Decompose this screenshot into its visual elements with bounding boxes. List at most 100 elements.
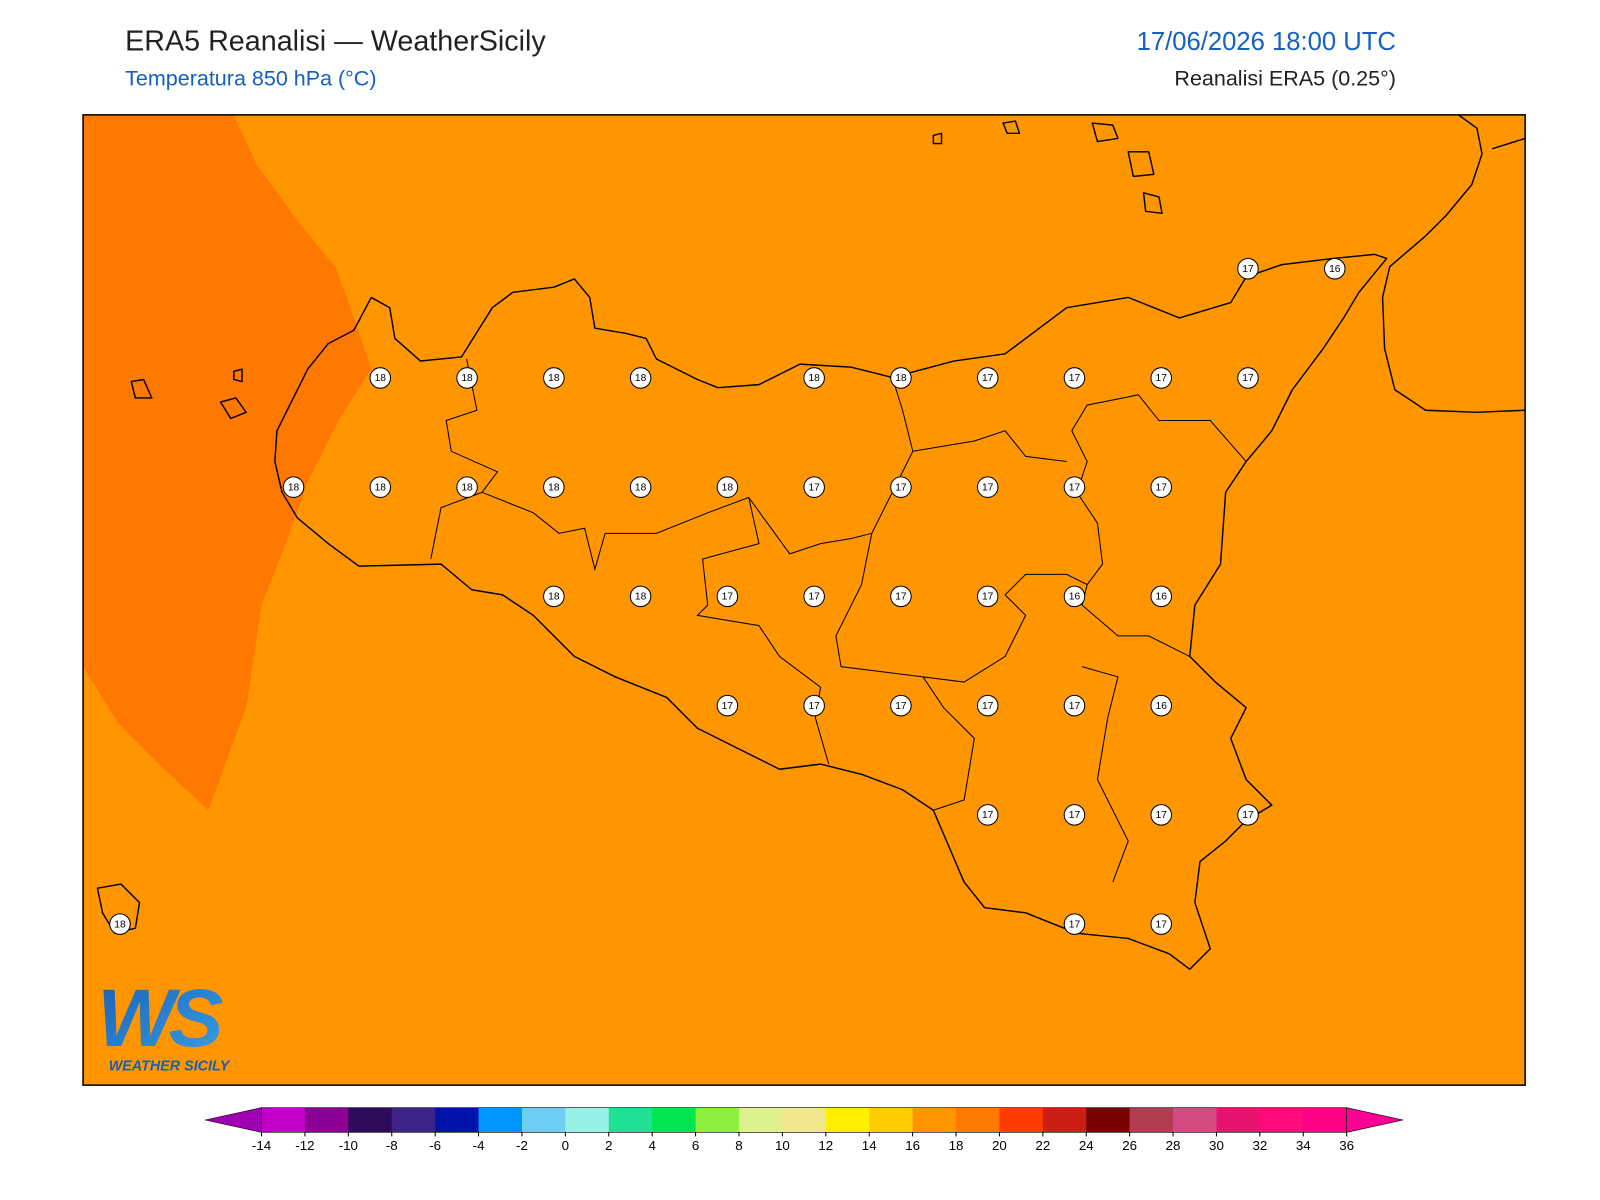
- value-label: 17: [1069, 919, 1081, 930]
- colorbar-swatch: [435, 1107, 479, 1133]
- colorbar-swatch: [261, 1107, 306, 1133]
- colorbar-tick-label: 6: [692, 1138, 699, 1153]
- value-label: 17: [1069, 482, 1081, 493]
- label-marker: [369, 367, 392, 389]
- label-marker: [976, 476, 999, 498]
- value-label: 17: [895, 592, 907, 603]
- value-label: 17: [808, 482, 820, 493]
- label-marker: [629, 585, 652, 608]
- value-label: 18: [635, 482, 647, 493]
- value-label: 17: [982, 482, 994, 493]
- colorbar-tick-label: -4: [473, 1138, 485, 1153]
- value-labels: 17 16 18 18 18 18 18 18 17 17 17 17 18 18 18 18 18 18 17 17…: [109, 257, 1346, 935]
- colorbar-swatch: [304, 1107, 349, 1133]
- label-marker: [456, 476, 478, 498]
- colorbar-tick-label: 26: [1122, 1138, 1137, 1153]
- label-marker: [716, 476, 739, 498]
- colorbar-tick-label: 0: [562, 1138, 569, 1153]
- label-marker: [890, 585, 912, 608]
- value-label: 17: [808, 701, 820, 712]
- label-marker: [976, 367, 999, 389]
- province-borders: [430, 358, 1247, 883]
- colorbar-swatch: [1259, 1107, 1304, 1133]
- value-label: 18: [722, 482, 734, 493]
- colorbar-tick-label: -10: [339, 1138, 358, 1153]
- colorbar-swatch: [348, 1107, 393, 1133]
- value-label: 16: [1156, 592, 1168, 603]
- label-marker: [543, 585, 565, 608]
- label-marker: [1063, 913, 1086, 935]
- label-marker: [890, 694, 912, 717]
- value-label: 18: [548, 592, 560, 603]
- label-marker: [1063, 694, 1086, 717]
- colorbar-swatch: [695, 1107, 740, 1133]
- value-label: 17: [895, 482, 907, 493]
- colorbar-tick-label: 30: [1209, 1138, 1224, 1153]
- colorbar-swatch: [825, 1107, 870, 1133]
- label-marker: [803, 694, 825, 717]
- value-label: 18: [461, 373, 473, 384]
- colorbar-tick-label: 2: [605, 1138, 612, 1153]
- colorbar-tick-label: 18: [949, 1138, 964, 1153]
- value-label: 17: [1156, 482, 1168, 493]
- label-marker: [1150, 804, 1172, 826]
- colorbar-tick-label: 32: [1252, 1138, 1267, 1153]
- value-label: 18: [288, 482, 300, 493]
- label-marker: [1063, 367, 1086, 389]
- colorbar: -14 -12 -10 -8 -6 -4 -2 0 2 4 6 8 10 12 14 16 18 20 22 24 26…: [205, 1107, 1404, 1153]
- colorbar-swatch: [1042, 1107, 1087, 1133]
- warm-area: [83, 114, 372, 811]
- value-label: 18: [895, 373, 907, 384]
- colorbar-swatch: [912, 1107, 957, 1133]
- calabria-coast: [1381, 114, 1526, 414]
- colorbar-swatch: [652, 1107, 696, 1133]
- islands: [96, 120, 1163, 935]
- value-label: 18: [808, 373, 820, 384]
- colorbar-frame: [261, 1107, 1347, 1133]
- colorbar-swatch: [391, 1107, 436, 1133]
- source: Reanalisi ERA5 (0.25°): [1174, 67, 1395, 91]
- map: 17 16 18 18 18 18 18 18 17 17 17 17 18 18 18 18 18 18 17 17…: [82, 114, 1526, 1086]
- colorbar-tick-label: 36: [1339, 1138, 1354, 1153]
- label-marker: [1237, 257, 1259, 280]
- colorbar-tick-label: -12: [295, 1138, 314, 1153]
- label-marker: [976, 694, 999, 717]
- sicily-coast: [274, 253, 1388, 970]
- value-label: 18: [375, 373, 387, 384]
- value-label: 17: [722, 701, 734, 712]
- label-marker: [803, 476, 825, 498]
- label-marker: [890, 367, 912, 389]
- label-marker: [109, 913, 131, 935]
- logo-mark: WS: [97, 973, 222, 1064]
- colorbar-swatch: [1216, 1107, 1261, 1133]
- value-label: 17: [1156, 919, 1168, 930]
- colorbar-swatch: [738, 1107, 783, 1133]
- logo: WS WEATHER SICILY: [97, 973, 230, 1074]
- value-label: 17: [895, 701, 907, 712]
- colorbar-tick-label: 10: [775, 1138, 790, 1153]
- value-label: 17: [1242, 373, 1254, 384]
- label-marker: [282, 476, 305, 498]
- label-marker: [890, 476, 912, 498]
- colorbar-tick-label: 16: [905, 1138, 920, 1153]
- value-label: 16: [1156, 701, 1168, 712]
- value-label: 17: [1242, 264, 1254, 275]
- value-label: 17: [722, 592, 734, 603]
- colorbar-over: [1346, 1107, 1404, 1133]
- label-marker: [976, 585, 999, 608]
- label-marker: [1063, 585, 1086, 608]
- colorbar-swatch: [956, 1107, 1000, 1133]
- value-label: 17: [1242, 810, 1254, 821]
- value-label: 17: [808, 592, 820, 603]
- value-label: 18: [635, 373, 647, 384]
- label-marker: [543, 367, 565, 389]
- colorbar-swatch: [478, 1107, 523, 1133]
- value-label: 17: [1069, 701, 1081, 712]
- label-marker: [1150, 913, 1172, 935]
- colorbar-swatch: [1303, 1107, 1347, 1133]
- value-label: 18: [375, 482, 387, 493]
- label-marker: [803, 367, 825, 389]
- label-marker: [976, 804, 999, 826]
- label-marker: [543, 476, 565, 498]
